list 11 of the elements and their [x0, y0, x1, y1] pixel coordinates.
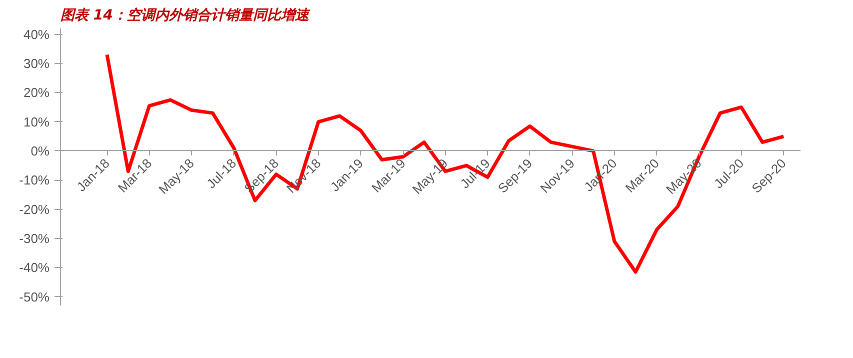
y-tick-label: -10% [19, 172, 50, 188]
y-tick-label: 10% [23, 114, 50, 130]
y-tick-label: 20% [23, 85, 50, 100]
y-tick-label: -20% [19, 202, 50, 217]
y-tick-label: 0% [30, 143, 50, 158]
y-tick-label: 30% [23, 56, 50, 71]
y-tick-label: -50% [19, 289, 50, 304]
y-tick-label: -30% [19, 230, 50, 246]
y-tick-label: -40% [19, 260, 50, 276]
y-tick-label: 40% [23, 26, 50, 42]
chart-title: 图表 14：空调内外销合计销量同比增速 [60, 6, 311, 24]
